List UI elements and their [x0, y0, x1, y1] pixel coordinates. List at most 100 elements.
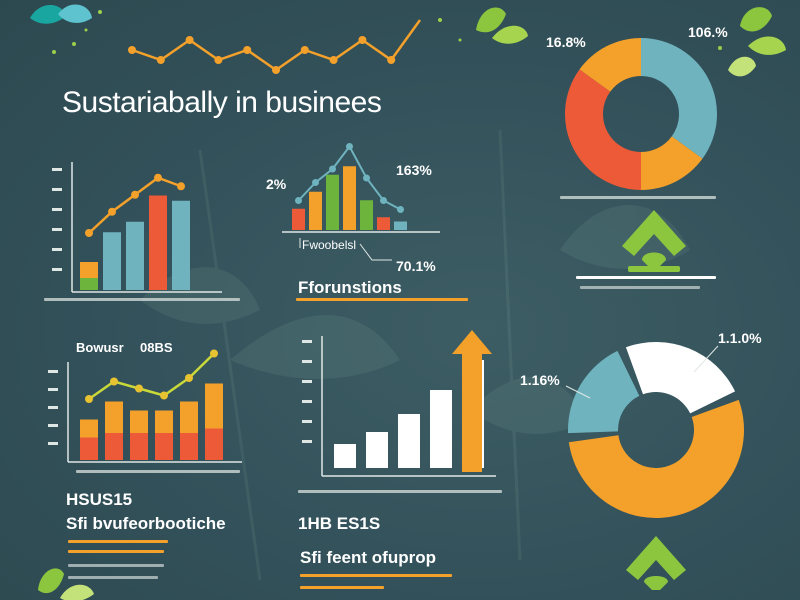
small-bar-trend-point — [312, 179, 319, 186]
lower-left-bar-segment — [155, 433, 173, 460]
donut-top-footnote — [560, 196, 716, 199]
bottom-center-fine-print-1 — [300, 574, 452, 577]
small-bar-trend-point — [346, 143, 353, 150]
lower-left-chart-label: Bowusr — [76, 340, 124, 355]
bottom-left-fine-print-1 — [68, 540, 168, 543]
white-bar-y-tick — [302, 400, 312, 403]
page-title: Sustariabally in businees — [62, 86, 382, 119]
lower-left-bar-segment — [80, 419, 98, 438]
left-bar — [126, 221, 144, 290]
lower-left-chart-footnote — [76, 470, 240, 473]
leaf-decoration-top-center — [438, 7, 528, 44]
lower-left-trend-point — [85, 395, 93, 403]
white-bar — [398, 414, 420, 468]
lower-left-bar-segment — [155, 410, 173, 433]
lower-left-trend-point — [210, 349, 218, 358]
top-trend-point — [214, 56, 223, 64]
donut-chart-top — [565, 38, 717, 190]
left-bar — [103, 232, 121, 290]
donut-bottom-label-left: 1.16% — [520, 372, 560, 388]
top-trend-point — [185, 36, 194, 44]
donut-top-label-left: 16.8% — [546, 34, 586, 50]
left-bar-y-tick — [52, 188, 62, 191]
donut-slice — [579, 38, 641, 92]
lower-left-trend-line — [88, 352, 215, 401]
small-chart-value-leader — [359, 243, 392, 261]
small-chart-label-right: 163% — [396, 162, 432, 178]
left-bar — [172, 200, 190, 290]
small-bar — [326, 174, 339, 230]
lower-left-y-tick — [48, 370, 58, 373]
top-trend-point — [272, 66, 280, 74]
eco-logo-caption-sub — [580, 286, 700, 289]
bottom-left-fine-print-3 — [68, 564, 164, 567]
small-bar — [394, 221, 407, 230]
leaf-decoration-top-right — [718, 7, 786, 77]
bottom-left-fine-print-2 — [68, 550, 164, 553]
small-bar — [343, 166, 356, 230]
left-bar-y-tick — [52, 228, 62, 231]
left-bar — [149, 195, 167, 290]
top-trend-line — [131, 19, 422, 72]
foruntions-heading: Fforunstions — [298, 278, 402, 297]
eco-logo-icon — [622, 210, 686, 272]
small-bar — [377, 217, 390, 230]
top-trend-point — [358, 36, 367, 44]
donut-bottom-leader-right — [693, 345, 719, 373]
left-bar-chart-axis — [71, 162, 222, 293]
white-chart-footnote — [298, 490, 502, 493]
left-bar-trend-point — [85, 229, 93, 237]
white-bar-y-tick — [302, 360, 312, 363]
lower-left-trend-point — [110, 377, 118, 386]
top-trend-point — [243, 46, 252, 54]
bottom-center-fine-print-2 — [300, 586, 384, 589]
eco-logo-icon-bottom — [626, 536, 686, 590]
lower-left-y-tick — [48, 424, 58, 427]
eco-logo-caption — [576, 276, 716, 279]
donut-slice — [568, 399, 744, 518]
white-bar-chart-axis — [321, 336, 496, 477]
top-trend-point — [128, 46, 136, 54]
small-bar-trend-point — [397, 206, 404, 213]
donut-bottom-label-right: 1.1.0% — [718, 330, 762, 346]
white-bar — [430, 390, 452, 468]
small-bar-trend-point — [380, 197, 387, 204]
white-bar — [334, 444, 356, 468]
lower-left-bar-segment — [180, 401, 198, 433]
left-bar-y-tick — [52, 248, 62, 251]
left-lower-bar-chart — [48, 349, 223, 460]
white-bar-y-tick — [302, 420, 312, 423]
donut-chart-bottom — [568, 341, 744, 518]
lower-left-y-tick — [48, 406, 58, 409]
foruntions-fine-print — [296, 298, 468, 301]
lower-left-bar-segment — [80, 437, 98, 460]
small-bar — [309, 191, 322, 230]
small-bar-trend-point — [295, 197, 302, 204]
small-bar — [292, 208, 305, 230]
small-bar-trend-point — [329, 165, 336, 173]
small-bar — [360, 200, 373, 230]
donut-top-label-right: 106.% — [688, 24, 728, 40]
small-chart-value: 70.1% — [396, 258, 436, 274]
lower-left-trend-point — [185, 374, 193, 382]
lower-left-y-tick — [48, 388, 58, 391]
white-bar-y-tick — [302, 380, 312, 383]
small-chart-label-left: 2% — [266, 176, 287, 192]
lower-left-bar-segment — [130, 410, 148, 433]
donut-slice — [565, 69, 641, 190]
small-bar-trend-point — [363, 174, 370, 182]
top-trend-point — [329, 56, 338, 64]
left-bar-y-tick — [52, 168, 62, 171]
lower-left-trend-point — [160, 391, 168, 400]
small-bar-chart — [292, 143, 407, 230]
left-bar-y-tick — [52, 208, 62, 211]
left-bar-trend-point — [131, 190, 139, 199]
white-bar-y-tick — [302, 440, 312, 443]
lower-left-y-tick — [48, 442, 58, 445]
donut-slice — [641, 38, 717, 159]
bottom-subheading-center: Sfi feent ofuprop — [300, 548, 436, 567]
left-chart-footnote — [44, 298, 240, 301]
leaf-decoration-bottom-left — [38, 568, 94, 600]
donut-slice — [625, 341, 736, 414]
